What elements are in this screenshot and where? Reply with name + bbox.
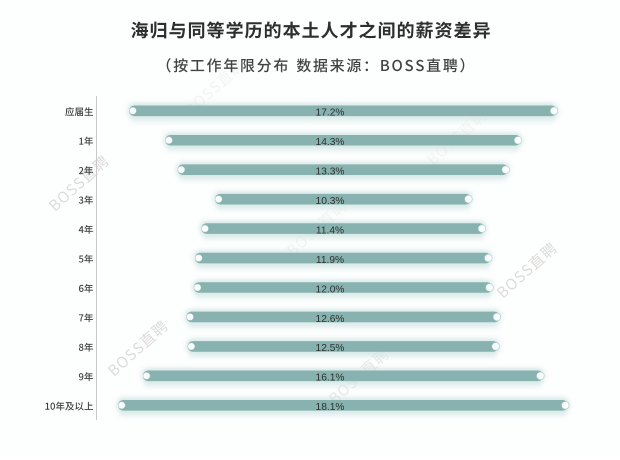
svg-text:16.1%: 16.1% — [316, 373, 345, 384]
svg-text:11.9%: 11.9% — [316, 255, 344, 266]
svg-text:12.6%: 12.6% — [316, 314, 345, 325]
svg-text:10.3%: 10.3% — [316, 196, 345, 207]
svg-text:13.3%: 13.3% — [316, 167, 345, 178]
svg-text:12.0%: 12.0% — [316, 284, 345, 295]
svg-text:18.1%: 18.1% — [316, 402, 345, 413]
svg-text:12.5%: 12.5% — [316, 343, 345, 354]
svg-text:11.4%: 11.4% — [316, 225, 344, 236]
svg-text:14.3%: 14.3% — [316, 137, 345, 148]
svg-text:17.2%: 17.2% — [316, 108, 345, 119]
